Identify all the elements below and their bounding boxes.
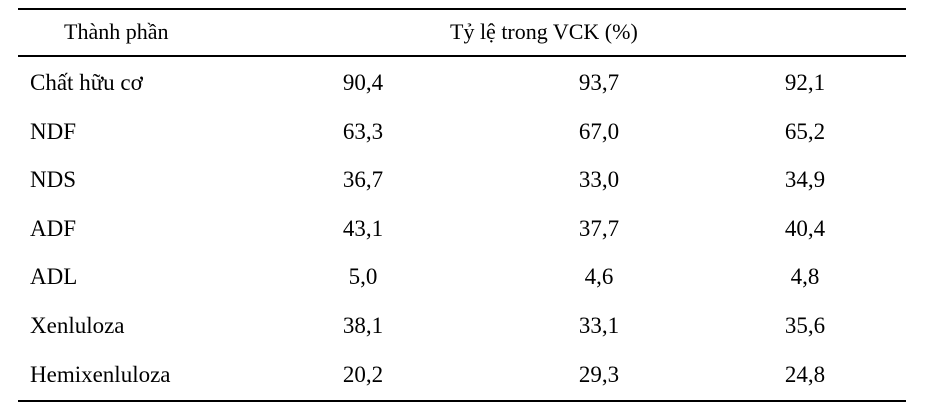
row-value-2: 93,7 [578,70,620,95]
row-value-1: 38,1 [342,312,384,338]
header-component: Thành phần [64,19,169,44]
table-row: ADF 43,1 37,7 40,4 [18,206,906,255]
table-top-rule [18,8,906,10]
table-row: NDS 36,7 33,0 34,9 [18,157,906,206]
table-body: Chất hữu cơ 90,4 93,7 92,1 NDF 63,3 67,0… [18,60,906,400]
row-value-1: 5,0 [348,264,378,290]
row-name: Chất hữu cơ [30,70,143,95]
row-value-2: 29,3 [578,361,620,387]
header-ratio: Tỷ lệ trong VCK (%) [450,19,638,44]
row-value-3: 92,1 [784,70,826,95]
row-name: Hemixenluloza [30,361,171,387]
row-name: ADF [30,215,77,241]
row-value-1: 90,4 [342,70,384,95]
row-name: NDS [30,167,77,193]
row-value-2: 67,0 [578,118,620,144]
row-value-1: 63,3 [342,118,384,144]
row-value-3: 40,4 [784,215,826,241]
row-value-3: 65,2 [784,118,826,144]
row-value-2: 33,1 [578,312,620,338]
row-value-1: 36,7 [342,167,384,193]
table-row: Chất hữu cơ 90,4 93,7 92,1 [18,60,906,109]
table-row: NDF 63,3 67,0 65,2 [18,109,906,158]
row-value-1: 20,2 [342,361,384,387]
row-value-1: 43,1 [342,215,384,241]
row-value-3: 24,8 [784,361,826,387]
row-name: ADL [30,264,78,290]
row-value-3: 4,8 [790,264,820,290]
row-name: NDF [30,118,77,144]
row-value-3: 35,6 [784,312,826,338]
row-value-3: 34,9 [784,167,826,193]
table-row: ADL 5,0 4,6 4,8 [18,254,906,303]
table-row: Xenluloza 38,1 33,1 35,6 [18,303,906,352]
table-bottom-rule [18,400,906,402]
row-value-2: 33,0 [578,167,620,193]
row-value-2: 4,6 [584,264,614,290]
table-header-rule [18,55,906,57]
row-name: Xenluloza [30,312,125,338]
row-value-2: 37,7 [578,215,620,241]
table-header-row: Thành phần Tỷ lệ trong VCK (%) [18,14,906,54]
table-row: Hemixenluloza 20,2 29,3 24,8 [18,352,906,401]
